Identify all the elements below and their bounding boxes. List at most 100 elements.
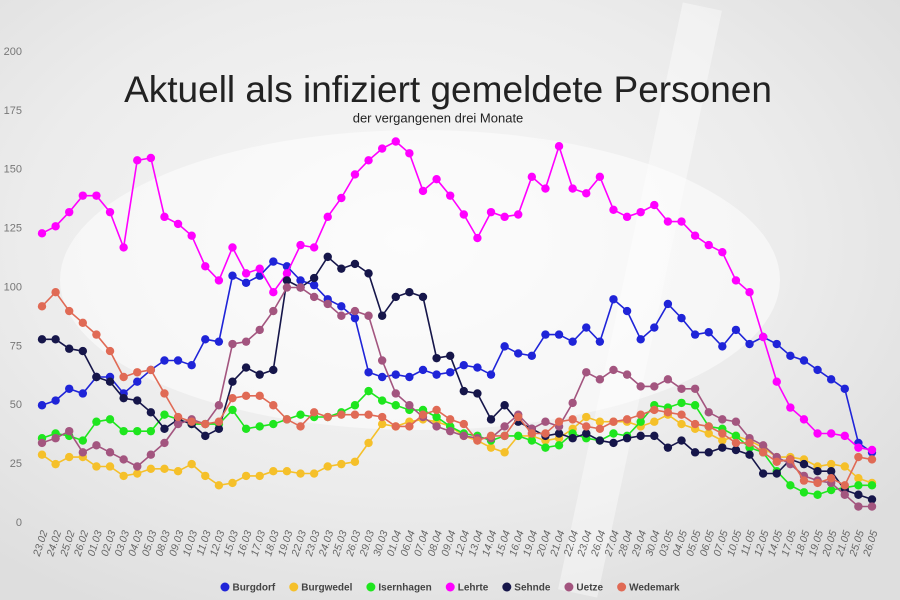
data-point xyxy=(486,415,496,424)
data-point xyxy=(704,328,713,337)
legend-marker xyxy=(289,582,299,592)
data-point xyxy=(745,450,754,459)
data-point xyxy=(690,330,700,339)
data-point xyxy=(609,429,618,438)
data-point xyxy=(799,459,809,469)
data-point xyxy=(160,356,169,365)
data-point xyxy=(92,330,101,339)
data-point xyxy=(323,299,332,309)
data-point xyxy=(51,459,60,469)
data-point xyxy=(255,422,264,431)
data-point xyxy=(228,271,237,280)
data-point xyxy=(241,337,251,346)
data-point xyxy=(201,262,210,271)
data-point xyxy=(622,434,632,443)
data-point xyxy=(568,337,577,346)
data-point xyxy=(541,443,550,452)
data-point xyxy=(786,403,795,412)
data-point xyxy=(187,417,196,426)
data-point xyxy=(554,330,564,339)
data-point xyxy=(119,393,128,403)
data-point xyxy=(105,448,115,457)
data-point xyxy=(432,370,441,379)
data-point xyxy=(201,335,210,344)
data-point xyxy=(269,466,278,476)
legend-marker xyxy=(445,582,455,592)
data-point xyxy=(78,448,88,457)
data-point xyxy=(663,299,673,309)
data-point xyxy=(840,481,849,490)
data-point xyxy=(296,422,305,431)
data-point xyxy=(799,415,809,424)
data-point xyxy=(391,137,400,146)
data-point xyxy=(309,408,319,417)
data-point xyxy=(282,415,292,424)
data-point xyxy=(65,426,74,436)
data-point xyxy=(105,377,115,386)
data-point xyxy=(840,384,849,393)
data-point xyxy=(241,471,251,481)
data-point xyxy=(473,436,482,445)
data-point xyxy=(350,410,360,419)
data-point xyxy=(500,448,509,457)
data-point xyxy=(582,323,591,332)
data-point xyxy=(622,415,632,424)
data-point xyxy=(500,431,509,441)
data-point xyxy=(582,422,591,431)
data-point xyxy=(377,412,387,422)
data-point xyxy=(173,219,183,229)
data-point xyxy=(92,462,101,471)
data-point xyxy=(391,389,400,398)
data-point xyxy=(269,306,278,316)
data-point xyxy=(51,396,60,405)
background-shape xyxy=(60,130,780,430)
data-point xyxy=(418,186,428,196)
data-point xyxy=(799,488,809,497)
data-point xyxy=(677,410,686,419)
data-point xyxy=(337,264,346,273)
data-point xyxy=(826,459,836,469)
data-point xyxy=(228,405,237,415)
legend-label: Lehrte xyxy=(458,583,489,594)
data-point xyxy=(459,210,469,219)
data-point xyxy=(813,490,822,499)
data-point xyxy=(595,436,605,445)
data-point xyxy=(663,408,673,417)
data-point xyxy=(486,370,496,379)
data-point xyxy=(799,356,809,365)
legend-marker xyxy=(220,582,230,592)
data-point xyxy=(323,212,332,222)
data-point xyxy=(51,288,60,297)
data-point xyxy=(826,474,836,483)
data-point xyxy=(718,247,727,257)
data-point xyxy=(813,429,822,438)
data-point xyxy=(418,410,428,419)
data-point xyxy=(65,306,74,316)
data-point xyxy=(78,346,88,356)
data-point xyxy=(160,424,169,433)
data-point xyxy=(541,184,550,193)
data-point xyxy=(282,269,292,278)
data-point xyxy=(690,384,700,393)
data-point xyxy=(92,372,101,382)
data-point xyxy=(296,410,305,419)
data-point xyxy=(473,233,482,243)
data-point xyxy=(690,401,700,410)
data-point xyxy=(65,344,74,353)
data-point xyxy=(337,193,346,203)
legend: Burgdorf Burgwedel Isernhagen Lehrte Sehnde U… xyxy=(220,582,680,594)
data-point xyxy=(595,337,605,346)
legend-label: Wedemark xyxy=(629,583,680,594)
data-point xyxy=(582,368,591,377)
data-point xyxy=(786,481,795,490)
data-point xyxy=(459,431,469,441)
data-point xyxy=(337,302,346,311)
data-point xyxy=(514,412,523,422)
data-point xyxy=(282,466,292,476)
data-point xyxy=(255,391,264,401)
data-point xyxy=(541,429,550,438)
data-point xyxy=(65,207,74,217)
data-point xyxy=(105,462,115,471)
data-point xyxy=(37,401,47,410)
